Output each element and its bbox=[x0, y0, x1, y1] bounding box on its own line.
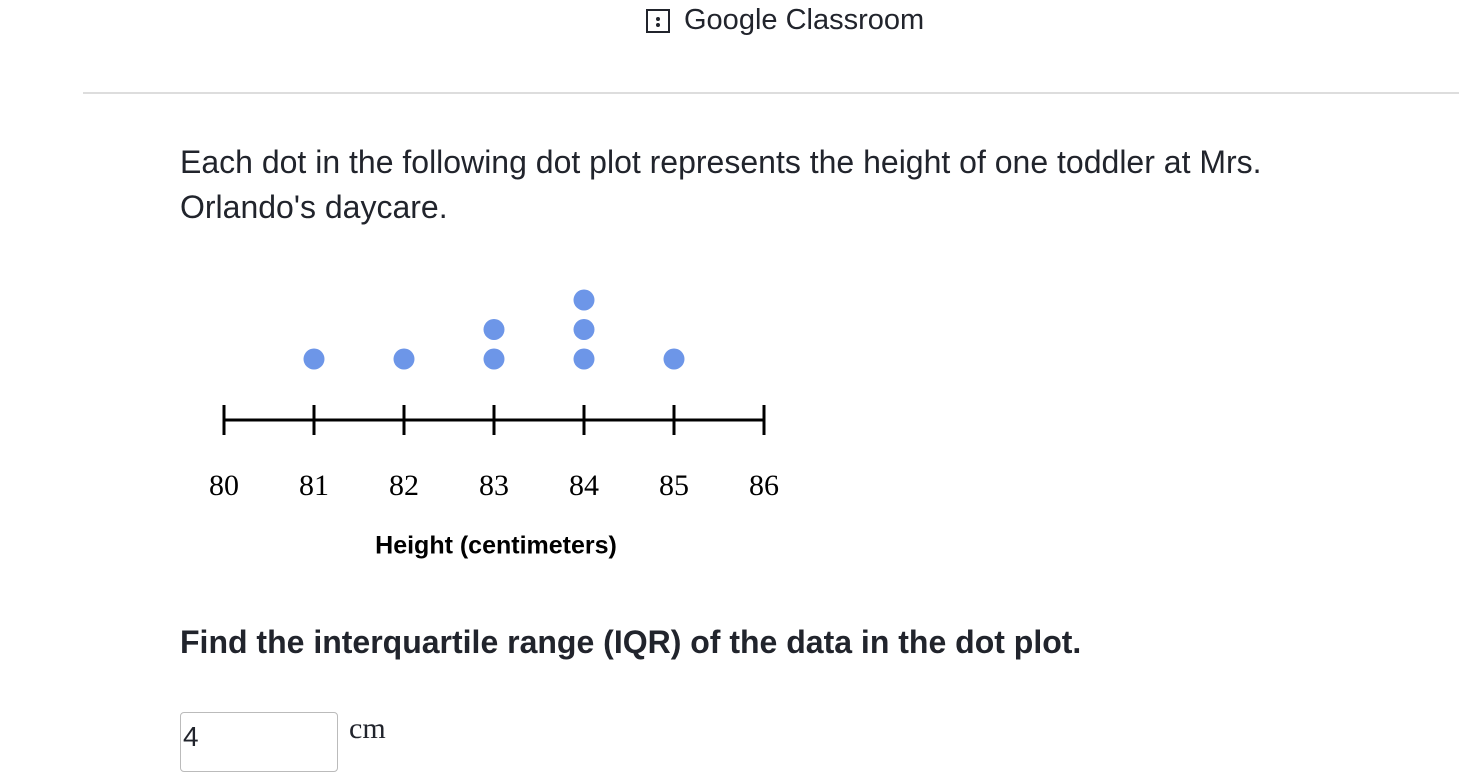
dot bbox=[573, 348, 595, 370]
x-tick-label: 83 bbox=[479, 469, 509, 502]
dot bbox=[483, 348, 505, 370]
dot bbox=[483, 319, 505, 340]
x-tick-label: 85 bbox=[659, 469, 689, 502]
dot-plot: Height (centimeters) 80 81 82 83 84 85 86 bbox=[209, 289, 779, 560]
dot bbox=[303, 348, 325, 370]
dot bbox=[663, 348, 685, 370]
dot bbox=[573, 319, 595, 340]
x-tick-label: 86 bbox=[749, 469, 779, 502]
x-tick-label: 81 bbox=[299, 469, 329, 502]
dot bbox=[393, 348, 415, 370]
classroom-icon bbox=[646, 8, 670, 33]
answer-input[interactable]: 4 bbox=[180, 712, 338, 772]
page: Google Classroom Each dot in the followi… bbox=[83, 4, 1459, 772]
question: Each dot in the following dot plot repre… bbox=[180, 144, 1262, 225]
x-axis-label: Height (centimeters) bbox=[375, 532, 617, 560]
answer-unit: cm bbox=[349, 712, 386, 745]
x-tick-label: 82 bbox=[389, 469, 419, 502]
header-title[interactable]: Google Classroom bbox=[684, 4, 925, 36]
x-tick-label: 84 bbox=[569, 469, 599, 502]
x-tick-label: 80 bbox=[209, 469, 239, 502]
header[interactable]: Google Classroom bbox=[646, 4, 924, 37]
divider bbox=[83, 92, 1459, 94]
dot bbox=[573, 289, 595, 311]
prompt: Find the interquartile range (IQR) of th… bbox=[180, 624, 1082, 660]
